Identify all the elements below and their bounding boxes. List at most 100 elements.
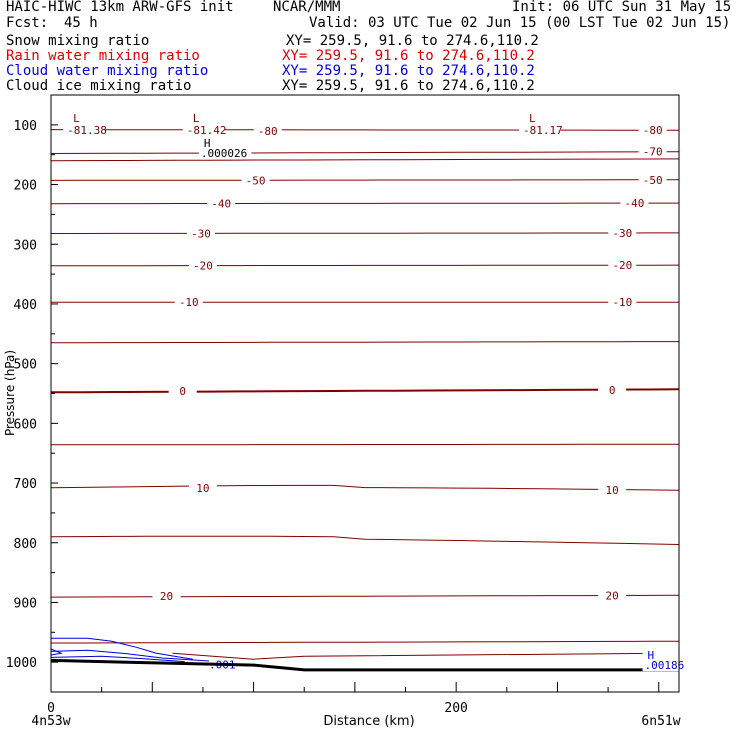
contour-label: -30 — [612, 227, 632, 240]
temperature-contour — [50, 129, 679, 131]
contour-label: -80 — [643, 124, 663, 137]
y-tick-label: 600 — [14, 417, 37, 432]
cloud-water-contour — [51, 637, 193, 660]
temperature-contour — [50, 594, 680, 598]
contour-label-bg — [186, 226, 215, 239]
contour-label-bg — [608, 258, 637, 271]
contour-label: -70 — [643, 146, 663, 159]
field-cloudice-name: Cloud ice mixing ratio — [6, 78, 192, 94]
field-cloudwater-name: Cloud water mixing ratio — [6, 63, 209, 79]
y-tick-label: 700 — [14, 477, 37, 492]
min-label-bg — [182, 110, 225, 135]
contour-label-bg — [253, 123, 282, 136]
contour-label-bg — [207, 196, 236, 209]
y-tick-label: 900 — [14, 596, 37, 611]
y-tick-label: 200 — [14, 179, 37, 194]
field-rain-name: Rain water mixing ratio — [6, 48, 200, 64]
y-tick-label: 300 — [14, 238, 37, 253]
contour-label-bg — [608, 295, 637, 308]
contour-label: 0 — [609, 384, 616, 397]
contour-label: -80 — [258, 125, 278, 138]
contour-label-bg — [608, 225, 637, 238]
contour-label-bg — [598, 588, 627, 601]
temperature-contour — [51, 640, 679, 644]
temperature-contour — [50, 388, 680, 394]
contour-label-bg — [638, 123, 667, 136]
field-cloudwater-xy: XY= 259.5, 91.6 to 274.6,110.2 — [282, 63, 535, 79]
y-tick-label: 500 — [14, 358, 37, 373]
terrain-surface — [50, 652, 680, 672]
contour-label-bg — [168, 384, 197, 397]
contour-label-bg — [152, 588, 181, 601]
y-tick-label: 1000 — [6, 656, 37, 671]
y-tick-label: 800 — [14, 537, 37, 552]
contour-label: 0 — [179, 385, 186, 398]
contour-label-bg — [188, 258, 217, 271]
contour-label: -50 — [643, 174, 663, 187]
high-marker: H — [648, 649, 655, 662]
contour-label: -20 — [612, 259, 632, 272]
low-value: -81.38 — [67, 124, 107, 137]
near-surface-contour — [172, 652, 680, 660]
min-label-bg — [518, 110, 561, 135]
high-value: .000026 — [201, 147, 247, 160]
contour-label-bg — [620, 196, 649, 209]
x-axis-right-location: 6n51w — [641, 714, 680, 729]
contour-label: 10 — [196, 482, 209, 495]
contour-label-bg — [174, 295, 203, 308]
x-axis-title: Distance (km) — [323, 714, 414, 729]
y-tick-label: 400 — [14, 298, 37, 313]
y-axis: 100 200 300 400 500 600 700 800 900 1000 — [6, 119, 58, 671]
contour-labels: -80-80-70-70-50-50-40-40-30-30-20-20-10-… — [63, 110, 693, 672]
temperature-contour — [50, 341, 679, 344]
field-cloudice-xy: XY= 259.5, 91.6 to 274.6,110.2 — [282, 78, 535, 94]
contour-label: -40 — [211, 198, 231, 211]
cloud-water-contour — [50, 649, 210, 662]
contour-label: -10 — [612, 296, 632, 309]
temperature-contour — [51, 443, 680, 446]
temperature-contour — [50, 484, 680, 491]
terrain-line — [50, 658, 679, 672]
contour-label: 20 — [606, 589, 619, 602]
cloud-water-contours: .001 — [50, 637, 236, 672]
x-tick-label: 0 — [47, 701, 55, 716]
low-marker: L — [529, 112, 536, 125]
temperature-contour — [50, 158, 680, 162]
contour-label: -30 — [191, 228, 211, 241]
temperature-contour — [50, 179, 679, 181]
x-axis: 0 200 — [47, 682, 660, 716]
title-left: HAIC-HIWC 13km ARW-GFS init — [6, 0, 234, 15]
field-rain-xy: XY= 259.5, 91.6 to 274.6,110.2 — [282, 48, 535, 64]
contour-label-bg — [598, 483, 627, 496]
cloud-water-contour — [50, 655, 185, 663]
y-axis-title: Pressure (hPa) — [3, 350, 17, 436]
low-value: -81.17 — [523, 124, 563, 137]
contour-label-bg — [638, 172, 667, 185]
low-marker: L — [73, 112, 80, 125]
contour-label: 20 — [160, 590, 173, 603]
high-value: .00186 — [645, 659, 685, 672]
x-axis-left-location: 4n53w — [31, 714, 70, 729]
temperature-contour — [50, 202, 679, 205]
cloud-water-contour — [50, 648, 63, 656]
contour-label: 10 — [606, 484, 619, 497]
temperature-contour — [50, 535, 680, 545]
contour-label-bg — [241, 173, 270, 186]
high-marker: H — [204, 137, 211, 150]
contour-label: -50 — [246, 174, 266, 187]
max-label-bg — [198, 136, 249, 159]
field-snow-name: Snow mixing ratio — [6, 33, 150, 49]
low-value: -81.42 — [187, 124, 227, 137]
temperature-contour — [51, 264, 680, 267]
min-label-bg — [63, 110, 106, 135]
contour-label-bg — [638, 144, 667, 157]
y-tick-label: 100 — [14, 119, 37, 134]
temperature-contour — [51, 232, 679, 234]
contour-label-bg — [188, 480, 217, 493]
valid-time: Valid: 03 UTC Tue 02 Jun 15 (00 LST Tue … — [309, 15, 731, 31]
contour-label: -20 — [193, 260, 213, 273]
contour-label: -10 — [179, 296, 199, 309]
org-label: NCAR/MMM — [273, 0, 341, 15]
x-tick-label: 200 — [444, 701, 467, 716]
